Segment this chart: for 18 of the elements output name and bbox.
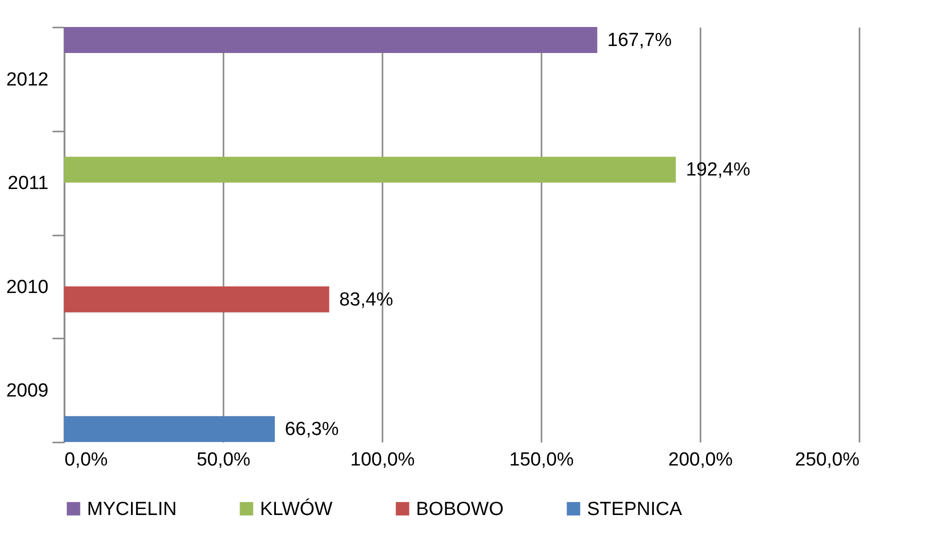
x-tick-label: 200,0% [668,450,733,470]
data-label: 66,3% [284,419,339,440]
data-label: 167,7% [607,30,672,51]
x-tick-label: 250,0% [795,450,860,470]
data-label: 192,4% [686,160,750,181]
legend-label: MYCIELIN [87,498,177,520]
x-tick-label: 100,0% [350,450,415,470]
y-tick-label: 2011 [8,173,48,194]
y-tick-label: 2010 [6,276,48,298]
legend-label: STEPNICA [587,498,682,520]
legend-label: KLWÓW [260,498,333,520]
x-tick-label: 150,0% [509,450,574,470]
x-tick-label: 0,0% [64,450,108,470]
y-tick-label: 2009 [6,380,48,402]
x-tick-label: 50,0% [196,450,251,470]
legend-label: BOBOWO [416,498,504,520]
data-label: 83,4% [339,289,394,310]
y-tick-label: 2012 [6,69,48,90]
